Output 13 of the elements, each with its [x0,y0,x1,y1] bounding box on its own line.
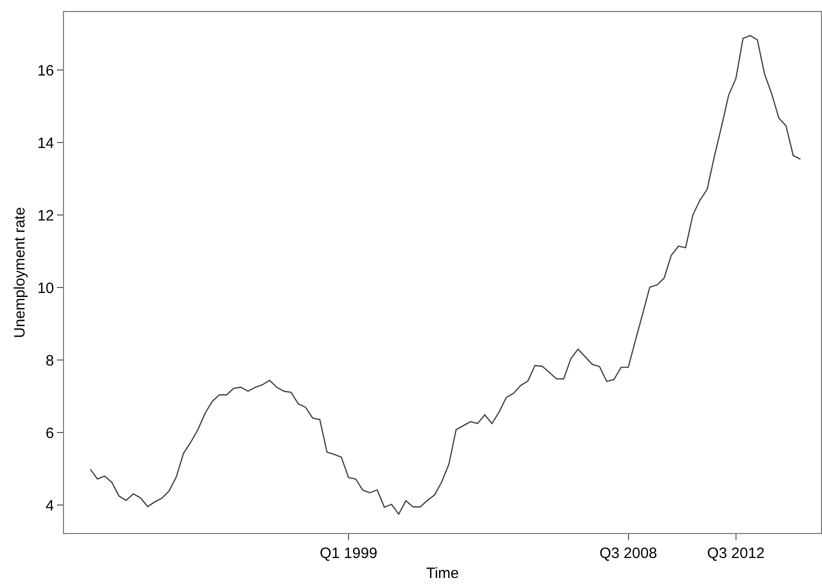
y-tick-label: 12 [37,207,54,224]
x-tick-label: Q3 2012 [707,545,765,562]
x-axis-title: Time [426,565,459,582]
y-tick-label: 16 [37,62,54,80]
x-tick-label: Q3 2008 [599,545,658,562]
x-tick-label: Q1 1999 [320,545,378,562]
y-tick-label: 14 [37,134,54,152]
y-tick-label: 6 [46,424,54,442]
y-tick-label: 10 [37,280,54,297]
y-axis-title: Unemployment rate [12,207,29,338]
y-tick-label: 8 [46,352,54,370]
line-series [90,34,802,515]
y-tick-label: 4 [46,497,54,514]
